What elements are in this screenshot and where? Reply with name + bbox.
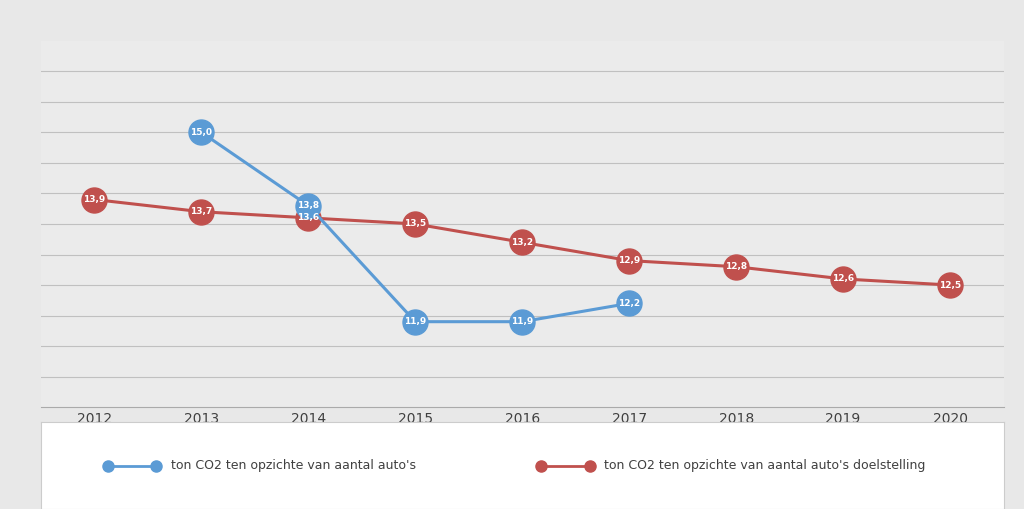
Text: 12,8: 12,8 — [725, 262, 748, 271]
Text: ton CO2 ten opzichte van aantal auto's doelstelling: ton CO2 ten opzichte van aantal auto's d… — [604, 459, 926, 472]
Text: 15,0: 15,0 — [190, 128, 212, 137]
Text: 11,9: 11,9 — [511, 317, 534, 326]
Text: 12,2: 12,2 — [618, 299, 640, 308]
Text: 12,5: 12,5 — [939, 280, 962, 290]
Text: 13,8: 13,8 — [297, 201, 319, 210]
Text: 13,6: 13,6 — [297, 213, 319, 222]
Text: 11,9: 11,9 — [404, 317, 426, 326]
Text: 13,7: 13,7 — [190, 207, 213, 216]
Text: 13,2: 13,2 — [511, 238, 534, 247]
Text: 12,6: 12,6 — [833, 274, 854, 284]
Text: ton CO2 ten opzichte van aantal auto's: ton CO2 ten opzichte van aantal auto's — [171, 459, 416, 472]
Text: 13,9: 13,9 — [83, 195, 105, 204]
Text: 13,5: 13,5 — [404, 219, 426, 229]
Text: 12,9: 12,9 — [618, 256, 640, 265]
